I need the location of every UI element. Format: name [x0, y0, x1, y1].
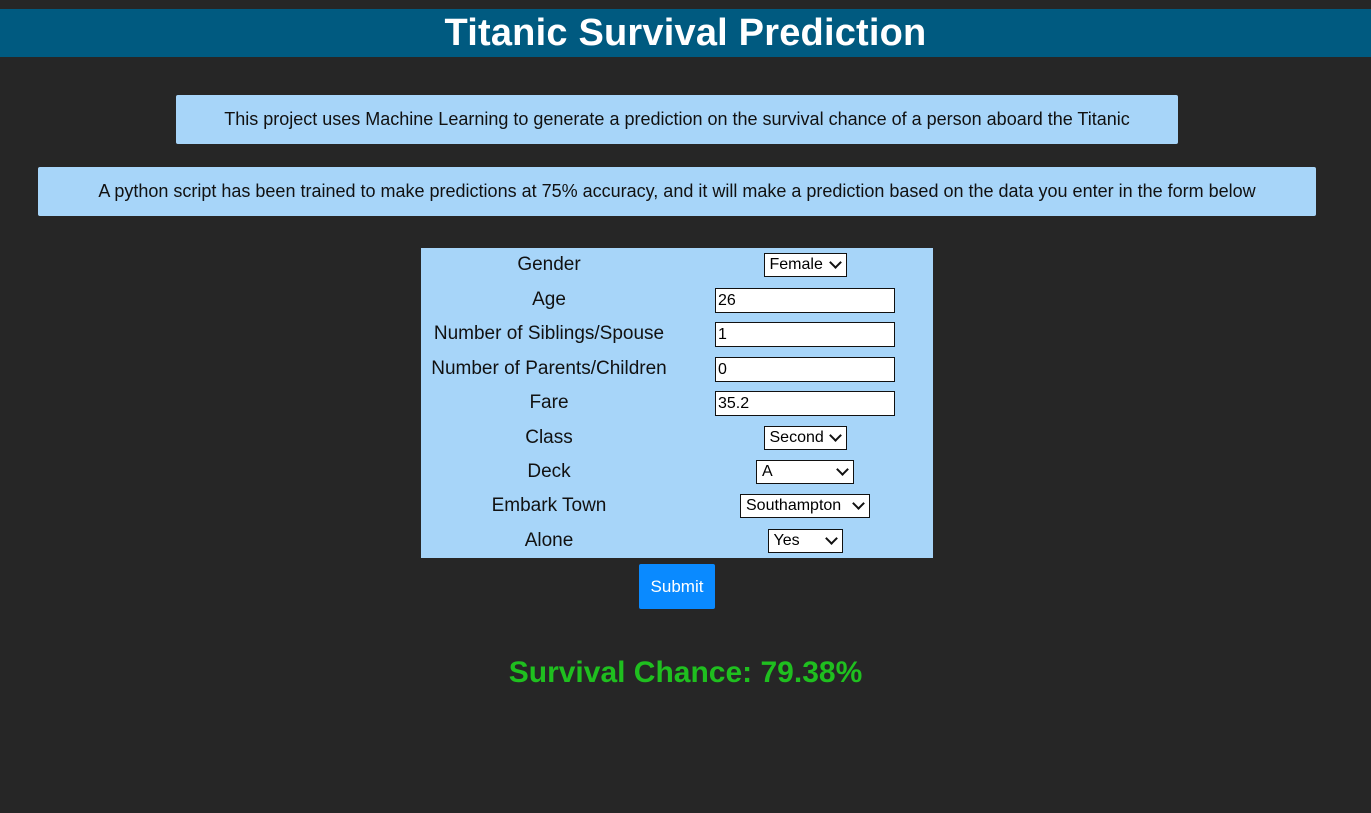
- fare-input[interactable]: 35.2: [715, 390, 895, 416]
- chevron-down-icon: [828, 429, 842, 442]
- embark-select-value: Southampton: [746, 497, 842, 514]
- chevron-down-icon: [824, 532, 838, 545]
- parents-input[interactable]: 0: [715, 356, 895, 382]
- gender-select[interactable]: Female: [763, 253, 847, 277]
- chevron-down-icon: [852, 497, 865, 510]
- class-select-value: Second: [769, 429, 824, 446]
- parents-label: Number of Parents/Children: [431, 358, 667, 379]
- survival-chance-result: Survival Chance: 79.38%: [508, 656, 863, 689]
- embark-select[interactable]: Southampton: [740, 494, 870, 518]
- page-title: Titanic Survival Prediction: [444, 12, 927, 54]
- siblings-label: Number of Siblings/Spouse: [433, 323, 665, 344]
- alone-select[interactable]: Yes: [767, 529, 843, 553]
- deck-select[interactable]: A: [756, 460, 854, 484]
- alone-label: Alone: [524, 530, 574, 551]
- prediction-form: Gender Female Age 26 Number of Siblings/…: [421, 248, 933, 558]
- deck-label: Deck: [527, 461, 571, 482]
- fare-label: Fare: [529, 392, 569, 413]
- form-row-parents: Number of Parents/Children 0: [421, 354, 933, 384]
- class-label: Class: [525, 427, 573, 448]
- intro-description: This project uses Machine Learning to ge…: [176, 95, 1178, 144]
- submit-button[interactable]: Submit: [639, 564, 715, 609]
- page-header: Titanic Survival Prediction: [0, 9, 1371, 57]
- form-row-deck: Deck A: [421, 457, 933, 487]
- age-input[interactable]: 26: [715, 287, 895, 313]
- form-row-embark: Embark Town Southampton: [421, 491, 933, 521]
- intro-accuracy-note: A python script has been trained to make…: [38, 167, 1316, 216]
- embark-label: Embark Town: [491, 495, 607, 516]
- deck-select-value: A: [762, 463, 773, 480]
- form-row-siblings: Number of Siblings/Spouse 1: [421, 319, 933, 349]
- form-row-age: Age 26: [421, 285, 933, 315]
- age-label: Age: [532, 289, 566, 310]
- gender-label: Gender: [517, 254, 581, 275]
- form-row-fare: Fare 35.2: [421, 388, 933, 418]
- gender-select-value: Female: [769, 256, 823, 273]
- alone-select-value: Yes: [773, 532, 800, 549]
- form-row-alone: Alone Yes: [421, 526, 933, 556]
- form-row-gender: Gender Female: [421, 250, 933, 280]
- chevron-down-icon: [828, 256, 842, 269]
- class-select[interactable]: Second: [763, 426, 847, 450]
- siblings-input[interactable]: 1: [715, 321, 895, 347]
- form-row-class: Class Second: [421, 423, 933, 453]
- chevron-down-icon: [836, 463, 849, 476]
